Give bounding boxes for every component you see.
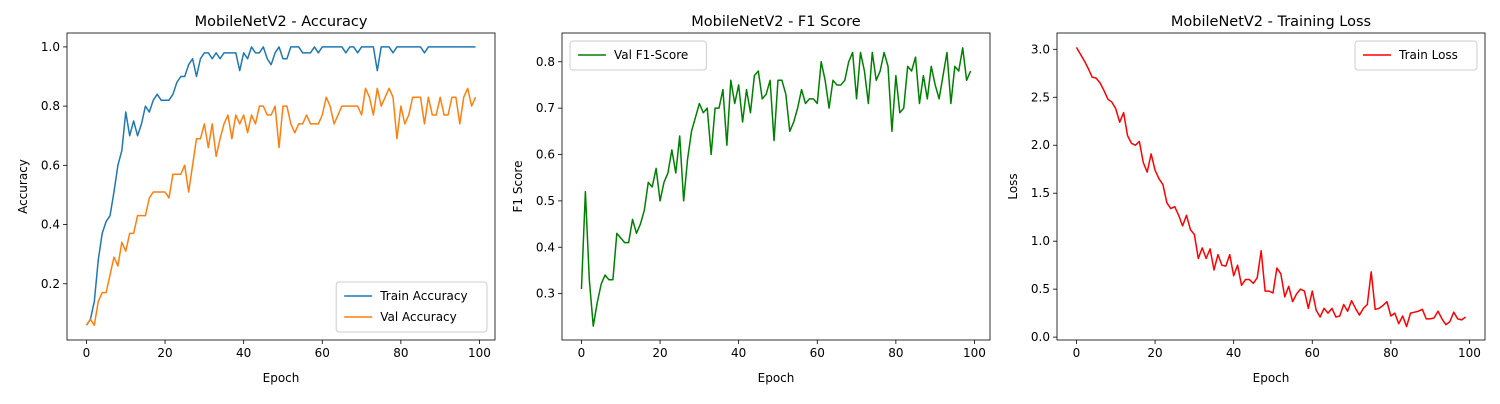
plot-frame <box>66 32 496 341</box>
x-tick-label: 0 <box>83 346 91 360</box>
series-line <box>85 87 477 326</box>
x-axis-label: Epoch <box>263 371 300 385</box>
x-tick-label: 0 <box>578 346 586 360</box>
series-line <box>1075 47 1466 328</box>
legend-box <box>569 40 707 71</box>
y-tick-label: 3.0 <box>1031 42 1050 56</box>
subplot-title: MobileNetV2 - Accuracy <box>195 14 368 30</box>
y-tick-label: 0.0 <box>1031 330 1050 344</box>
y-tick-label: 1.0 <box>41 40 60 54</box>
legend-label: Val Accuracy <box>380 310 457 324</box>
x-axis-label: Epoch <box>1253 371 1290 385</box>
y-axis-label: Accuracy <box>16 159 30 214</box>
x-tick-label: 60 <box>315 346 330 360</box>
y-tick-label: 0.5 <box>536 194 555 208</box>
x-tick-label: 80 <box>888 346 903 360</box>
y-axis-label: F1 Score <box>511 161 525 213</box>
subplot: MobileNetV2 - Training Loss 0 20 40 60 80 100 0… <box>1006 14 1486 385</box>
x-tick-label: 60 <box>1305 346 1320 360</box>
legend-box <box>335 281 488 333</box>
x-tick-label: 0 <box>1073 346 1081 360</box>
y-tick-label: 0.2 <box>41 277 60 291</box>
y-tick-label: 0.6 <box>536 148 555 162</box>
x-tick-label: 20 <box>652 346 667 360</box>
y-tick-label: 0.4 <box>41 218 60 232</box>
legend-box <box>1354 40 1478 71</box>
x-tick-label: 100 <box>468 346 491 360</box>
x-axis-label: Epoch <box>758 371 795 385</box>
x-tick-label: 100 <box>963 346 986 360</box>
y-tick-label: 0.8 <box>41 99 60 113</box>
x-tick-label: 100 <box>1458 346 1481 360</box>
y-tick-label: 0.6 <box>41 158 60 172</box>
x-tick-label: 80 <box>393 346 408 360</box>
y-tick-label: 0.8 <box>536 55 555 69</box>
x-tick-label: 40 <box>1226 346 1241 360</box>
y-axis-label: Loss <box>1006 173 1020 199</box>
y-tick-label: 0.4 <box>536 240 555 254</box>
legend-label: Train Loss <box>1398 48 1458 62</box>
y-tick-label: 0.7 <box>536 101 555 115</box>
x-tick-label: 40 <box>236 346 251 360</box>
plot-frame <box>561 32 991 341</box>
subplot: MobileNetV2 - F1 Score 0 20 40 60 80 100 0.3 0.4… <box>511 14 991 385</box>
x-tick-label: 40 <box>731 346 746 360</box>
legend-label: Val F1-Score <box>614 48 688 62</box>
x-tick-label: 80 <box>1383 346 1398 360</box>
series-line <box>85 46 476 326</box>
legend-label: Train Accuracy <box>379 289 467 303</box>
x-tick-label: 60 <box>810 346 825 360</box>
y-tick-label: 2.5 <box>1031 90 1050 104</box>
series-line <box>580 47 972 327</box>
subplot: MobileNetV2 - Accuracy 0 20 40 60 80 100 0.2 0.4… <box>16 14 496 385</box>
subplot-title: MobileNetV2 - F1 Score <box>691 14 860 30</box>
y-tick-label: 0.5 <box>1031 282 1050 296</box>
x-tick-label: 20 <box>1147 346 1162 360</box>
y-tick-label: 1.0 <box>1031 234 1050 248</box>
subplot-title: MobileNetV2 - Training Loss <box>1171 14 1371 30</box>
y-tick-label: 0.3 <box>536 287 555 301</box>
y-tick-label: 2.0 <box>1031 138 1050 152</box>
plot-frame <box>1056 32 1486 341</box>
x-tick-label: 20 <box>157 346 172 360</box>
y-tick-label: 1.5 <box>1031 186 1050 200</box>
